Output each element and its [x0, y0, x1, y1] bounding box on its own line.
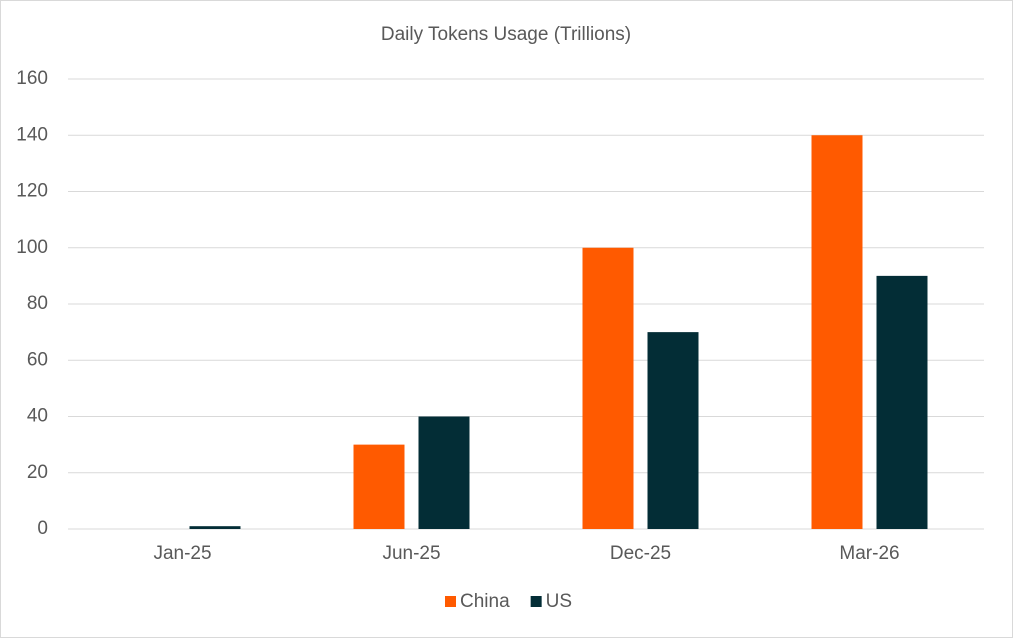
x-tick-label: Jan-25 [153, 543, 211, 564]
legend-swatch [445, 596, 456, 607]
chart-title: Daily Tokens Usage (Trillions) [381, 24, 631, 45]
bar [582, 247, 634, 529]
y-tick-label: 160 [16, 68, 48, 89]
x-tick-label: Mar-26 [839, 543, 899, 564]
y-tick-label: 20 [27, 462, 48, 483]
bar [189, 526, 241, 529]
y-tick-label: 80 [27, 293, 48, 314]
bar [353, 444, 405, 529]
x-tick-label: Dec-25 [610, 543, 671, 564]
legend-label: US [546, 591, 572, 612]
bar [876, 275, 928, 529]
y-tick-label: 120 [16, 181, 48, 202]
x-tick-label: Jun-25 [382, 543, 440, 564]
legend-swatch [530, 596, 542, 607]
bar [811, 135, 863, 529]
y-tick-label: 60 [27, 349, 48, 370]
y-tick-label: 40 [27, 406, 48, 427]
bar [647, 332, 699, 529]
legend-label: China [460, 591, 510, 612]
y-tick-label: 140 [16, 124, 48, 145]
bar [418, 416, 470, 529]
y-tick-label: 0 [37, 518, 48, 539]
y-tick-label: 100 [16, 237, 48, 258]
